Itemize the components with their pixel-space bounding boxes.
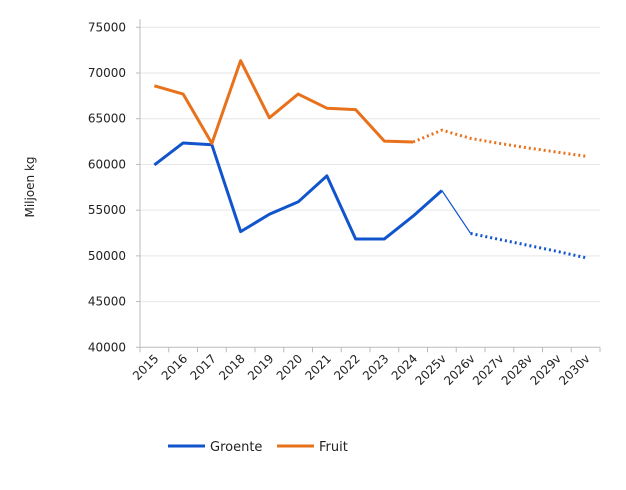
y-tick-label: 50000	[88, 249, 126, 263]
legend-label-groente: Groente	[210, 440, 262, 455]
y-tick-label: 65000	[88, 112, 126, 126]
x-tick-label: 2028v	[499, 352, 536, 389]
x-tick-label: 2015	[130, 352, 161, 383]
x-tick-label: 2026v	[441, 352, 478, 389]
y-tick-label: 60000	[88, 157, 126, 171]
x-tick-label: 2023	[360, 352, 391, 383]
y-tick-label: 70000	[88, 66, 126, 80]
series-line-groente	[153, 141, 443, 241]
x-tick-label: 2029v	[527, 352, 564, 389]
y-tick-label: 75000	[88, 20, 126, 34]
x-tick-label: 2019	[245, 352, 276, 383]
y-tick-label: 55000	[88, 203, 126, 217]
x-tick-label: 2022	[331, 352, 362, 383]
x-tick-label: 2018	[216, 352, 247, 383]
series-line-fruit	[153, 59, 414, 145]
x-tick-label: 2030v	[556, 352, 593, 389]
x-tick-label: 2017	[187, 352, 218, 383]
x-tick-label: 2025v	[412, 352, 449, 389]
legend-label-fruit: Fruit	[319, 440, 348, 455]
series-projection-fruit	[412, 128, 586, 158]
series-connector-groente	[441, 190, 472, 234]
x-tick-label: 2016	[159, 352, 190, 383]
y-axis-title: Miljoen kg	[23, 156, 37, 217]
x-tick-label: 2021	[302, 352, 333, 383]
x-tick-label: 2027v	[470, 352, 507, 389]
y-tick-label: 40000	[88, 340, 126, 354]
x-tick-label: 2020	[274, 352, 305, 383]
y-tick-label: 45000	[88, 295, 126, 309]
